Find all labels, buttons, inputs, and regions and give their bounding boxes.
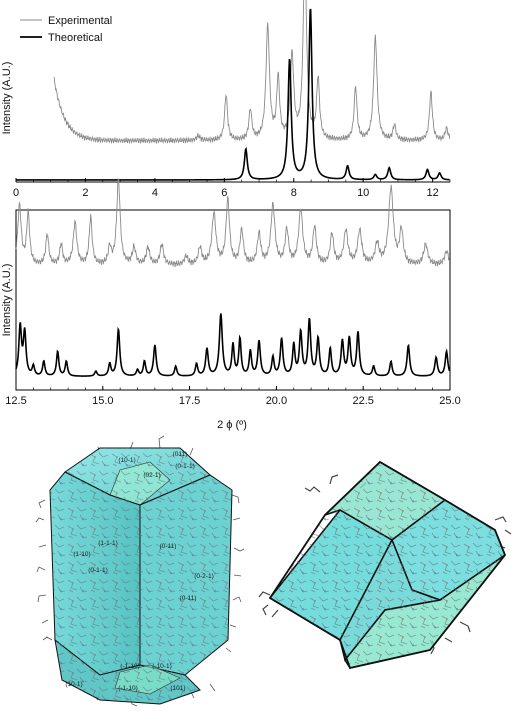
- y-axis-title-top: Intensity (A.U.): [1, 62, 13, 135]
- x-ticks-top: 0 2 4 6 8 10 12: [13, 178, 451, 199]
- legend: Experimental Theoretical: [20, 15, 112, 44]
- series-line-experimental-top: [53, 0, 451, 145]
- bottom-x-tick-label-2: 17.5: [179, 395, 200, 407]
- facet-label-10: (-1-10): [120, 663, 140, 670]
- series-line-theoretical-bottom: [15, 313, 451, 377]
- facet-label-0: (10-1): [118, 457, 135, 464]
- xrd-panel-top: Intensity (A.U.) Experimental Theoretica…: [1, 0, 451, 199]
- series-line-theoretical-top: [16, 8, 450, 181]
- bottom-x-tick-label-1: 15.0: [92, 395, 113, 407]
- bottom-x-tick-label-0: 12.5: [5, 395, 26, 407]
- facet-label-7: (0-11): [160, 543, 177, 550]
- molecule-fringe-right: [258, 474, 512, 655]
- top-x-tick-label-6: 12: [427, 187, 439, 199]
- top-x-tick-label-1: 2: [82, 187, 88, 199]
- crystal-left-molecule-overlay: [50, 448, 232, 704]
- y-axis-title-bottom: Intensity (A.U.): [1, 264, 13, 337]
- facet-label-8: (0-2-1): [194, 573, 214, 580]
- xrd-panel-bottom: Intensity (A.U.) 12.5 15.0 17.5 20.0 22.5 25.…: [1, 177, 461, 431]
- facet-label-11: (-10-1): [152, 663, 172, 670]
- top-x-tick-label-4: 8: [291, 187, 297, 199]
- crystal-habit-left: (10-1) (011) (0-1-1) (02-1) (1-10) (1-1-1) (0-…: [35, 435, 245, 707]
- crystal-right-outline: [268, 460, 507, 670]
- crystal-right-molecule-overlay: [270, 462, 505, 668]
- top-x-tick-label-3: 6: [221, 187, 227, 199]
- top-x-tick-label-5: 10: [357, 187, 369, 199]
- legend-label-experimental: Experimental: [48, 15, 112, 27]
- facet-label-1: (011): [173, 451, 188, 458]
- facet-label-14: (10-1): [65, 681, 82, 688]
- crystal-habit-right: [258, 460, 512, 670]
- facet-label-4: (1-10): [73, 551, 90, 558]
- bottom-x-tick-label-3: 20.0: [266, 395, 287, 407]
- top-x-tick-label-2: 4: [152, 187, 158, 199]
- facet-label-13: (-1-10): [118, 685, 138, 692]
- plot-frame-bottom: [15, 209, 451, 391]
- bottom-x-tick-label-5: 25.0: [439, 395, 460, 407]
- facet-label-6: (0-1-1): [88, 567, 108, 574]
- facet-label-9: (0-11): [180, 595, 197, 602]
- facet-label-3: (02-1): [143, 472, 160, 479]
- top-x-tick-label-0: 0: [13, 187, 19, 199]
- legend-label-theoretical: Theoretical: [48, 32, 102, 44]
- facet-labels: (10-1) (011) (0-1-1) (02-1) (1-10) (1-1-1) (0-…: [65, 451, 213, 692]
- facet-label-12: (101): [170, 685, 185, 692]
- series-line-experimental-bottom: [15, 177, 450, 268]
- x-ticks-bottom: 12.5 15.0 17.5 20.0 22.5 25.0: [5, 386, 461, 407]
- facet-label-2: (0-1-1): [175, 463, 195, 470]
- x-axis-title: 2 ϕ (º): [217, 419, 247, 431]
- bottom-x-tick-label-4: 22.5: [352, 395, 373, 407]
- facet-label-5: (1-1-1): [98, 540, 118, 547]
